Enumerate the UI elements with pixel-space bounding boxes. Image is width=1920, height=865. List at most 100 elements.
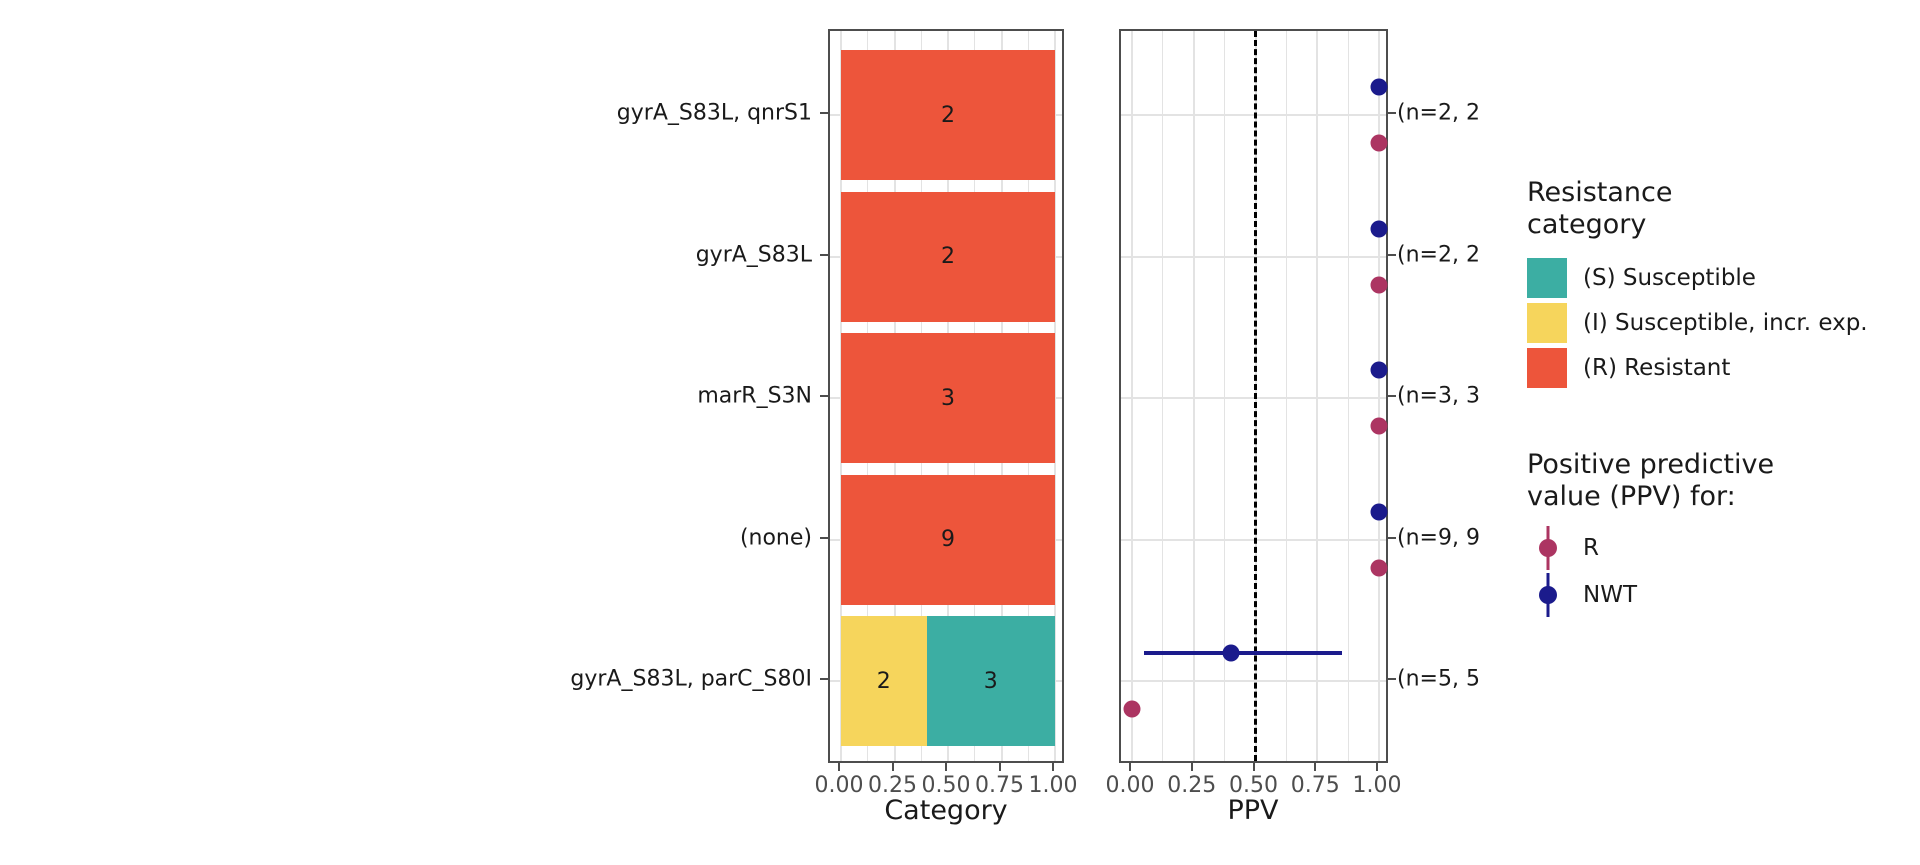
x-tick-mark: [1314, 763, 1317, 771]
legend-ppv-title-line1: Positive predictive: [1527, 449, 1775, 480]
bar-count-label: 2: [941, 102, 955, 128]
legend-item-ppv-nwt: NWT: [1527, 571, 1774, 618]
category-panel: 2 2 3 9 2 3: [828, 29, 1064, 763]
y-axis-label: gyrA_S83L, qnrS1: [616, 100, 812, 126]
y-axis-label: marR_S3N: [697, 383, 812, 409]
x-tick-mark: [891, 763, 894, 771]
x-tick-mark: [1376, 763, 1378, 771]
x-tick-label: 0.75: [1290, 773, 1340, 798]
legend-resistance-title-line2: category: [1527, 209, 1647, 240]
y-tick-mark: [820, 678, 828, 680]
x-tick-mark: [945, 763, 947, 771]
x-tick-label: 0.25: [1167, 773, 1217, 798]
row-gridline: [1121, 680, 1386, 682]
minor-gridline: [1285, 31, 1287, 761]
ppv-ci-line-NWT: [1144, 651, 1342, 655]
major-gridline: [1054, 31, 1056, 761]
legend-item-ppv-r: R: [1527, 524, 1774, 571]
x-tick-mark: [1129, 763, 1131, 771]
legend-item-resistant-label: (R) Resistant: [1583, 355, 1731, 381]
x-tick-mark: [1190, 763, 1193, 771]
x-tick-mark: [998, 763, 1001, 771]
x-tick-label: 0.50: [921, 773, 971, 798]
row-gridline: [1121, 397, 1386, 399]
x-tick-mark: [838, 763, 840, 771]
major-gridline: [1192, 31, 1195, 761]
x-tick-label: 0.00: [814, 773, 864, 798]
major-gridline: [1316, 31, 1319, 761]
y-axis-label: gyrA_S83L, parC_S80I: [570, 666, 812, 692]
legend-item-susceptible-label: (S) Susceptible: [1583, 265, 1756, 291]
ppv-axis-title: PPV: [1227, 795, 1279, 826]
x-tick-label: 0.00: [1105, 773, 1155, 798]
bar-segment-I: 2: [841, 616, 927, 746]
legend-item-ppv-r-label: R: [1583, 534, 1599, 561]
x-tick-label: 0.25: [868, 773, 917, 798]
bar-count-label: 2: [876, 668, 891, 694]
ppv-point-R: [1370, 417, 1388, 435]
legend-item-susceptible-incr-exp-label: (I) Susceptible, incr. exp.: [1583, 310, 1868, 336]
category-axis-title: Category: [884, 795, 1008, 826]
pointrange-r-icon: [1539, 525, 1557, 570]
resistant-swatch-icon: [1527, 348, 1567, 388]
legend-resistance-items: (S) Susceptible (I) Susceptible, incr. e…: [1527, 258, 1868, 388]
y-tick-mark-right: [1388, 678, 1396, 680]
bar-segment-S: 3: [926, 616, 1055, 746]
minor-gridline: [1347, 31, 1349, 761]
major-gridline: [1131, 31, 1133, 761]
ppv-point-R: [1370, 134, 1388, 152]
row-annotation: (n=3, 3: [1397, 383, 1480, 409]
bar-segment-R: 9: [841, 474, 1055, 605]
legend-resistance-category: Resistance category (S) Susceptible (I) S…: [1527, 177, 1868, 393]
x-tick-mark: [1052, 763, 1054, 771]
ppv-point-R: [1370, 276, 1388, 293]
minor-gridline: [1162, 31, 1164, 761]
bar-count-label: 9: [941, 527, 955, 552]
legend-resistance-title: Resistance category: [1527, 177, 1868, 241]
ppv-point-NWT: [1370, 78, 1388, 96]
bar-segment-R: 3: [841, 333, 1055, 463]
legend-ppv-items: R NWT: [1527, 524, 1774, 618]
legend-item-susceptible: (S) Susceptible: [1527, 258, 1868, 298]
ppv-point-R: [1370, 559, 1388, 576]
ppv-panel: [1119, 29, 1388, 763]
row-gridline: [1121, 538, 1386, 541]
bar-segment-R: 2: [841, 191, 1055, 322]
legend-item-susceptible-incr-exp: (I) Susceptible, incr. exp.: [1527, 303, 1868, 343]
ppv-point-NWT: [1370, 361, 1388, 379]
x-tick-label: 1.00: [1352, 773, 1402, 798]
y-tick-mark-right: [1388, 395, 1396, 397]
ppv-point-NWT: [1370, 503, 1388, 520]
y-axis-label: gyrA_S83L: [695, 242, 812, 267]
row-annotation: (n=2, 2: [1397, 100, 1480, 126]
y-tick-mark: [820, 536, 828, 539]
major-gridline: [1378, 31, 1380, 761]
legend-item-resistant: (R) Resistant: [1527, 348, 1868, 388]
susceptible-incr-exp-swatch-icon: [1527, 303, 1567, 343]
susceptible-swatch-icon: [1527, 258, 1567, 298]
ppv-point-R: [1123, 700, 1141, 718]
x-tick-label: 0.50: [1229, 773, 1278, 798]
legend-ppv: Positive predictive value (PPV) for: R NW…: [1527, 449, 1774, 618]
y-tick-mark: [820, 112, 828, 114]
y-tick-mark-right: [1388, 253, 1396, 256]
y-axis-label: (none): [739, 525, 812, 550]
row-annotation: (n=2, 2: [1397, 242, 1480, 267]
ppv-point-NWT: [1370, 220, 1388, 237]
bar-segment-R: 2: [841, 50, 1055, 180]
row-gridline: [1121, 114, 1386, 116]
x-tick-mark: [1252, 763, 1255, 771]
ppv-point-NWT: [1222, 644, 1240, 662]
row-annotation: (n=9, 9: [1397, 525, 1480, 550]
legend-ppv-title-line2: value (PPV) for:: [1527, 481, 1736, 512]
y-tick-mark-right: [1388, 112, 1396, 114]
minor-gridline: [1224, 31, 1226, 761]
pointrange-nwt-icon: [1539, 572, 1557, 617]
y-tick-mark-right: [1388, 536, 1396, 539]
legend-item-ppv-nwt-label: NWT: [1583, 581, 1637, 608]
legend-ppv-title: Positive predictive value (PPV) for:: [1527, 449, 1774, 513]
bar-count-label: 3: [983, 668, 998, 694]
bar-count-label: 3: [941, 385, 955, 411]
row-annotation: (n=5, 5: [1397, 666, 1480, 692]
